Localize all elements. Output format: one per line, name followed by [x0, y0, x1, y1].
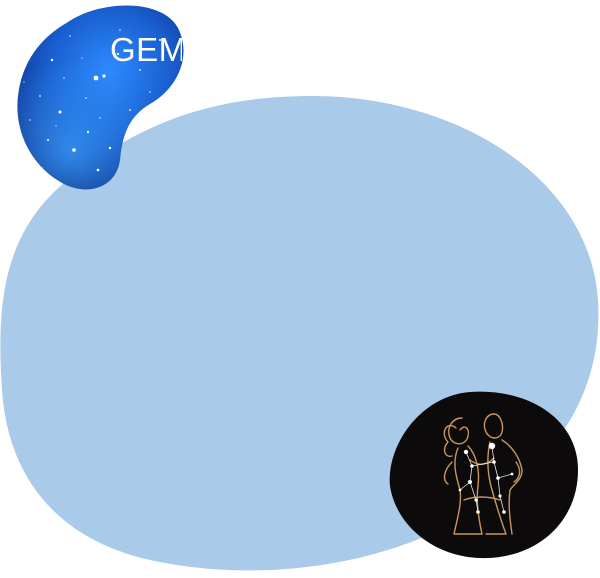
zodiac-badge-blob	[389, 391, 578, 559]
zodiac-title: GEMINI	[110, 31, 182, 68]
gemini-constellation-stars	[458, 442, 514, 514]
